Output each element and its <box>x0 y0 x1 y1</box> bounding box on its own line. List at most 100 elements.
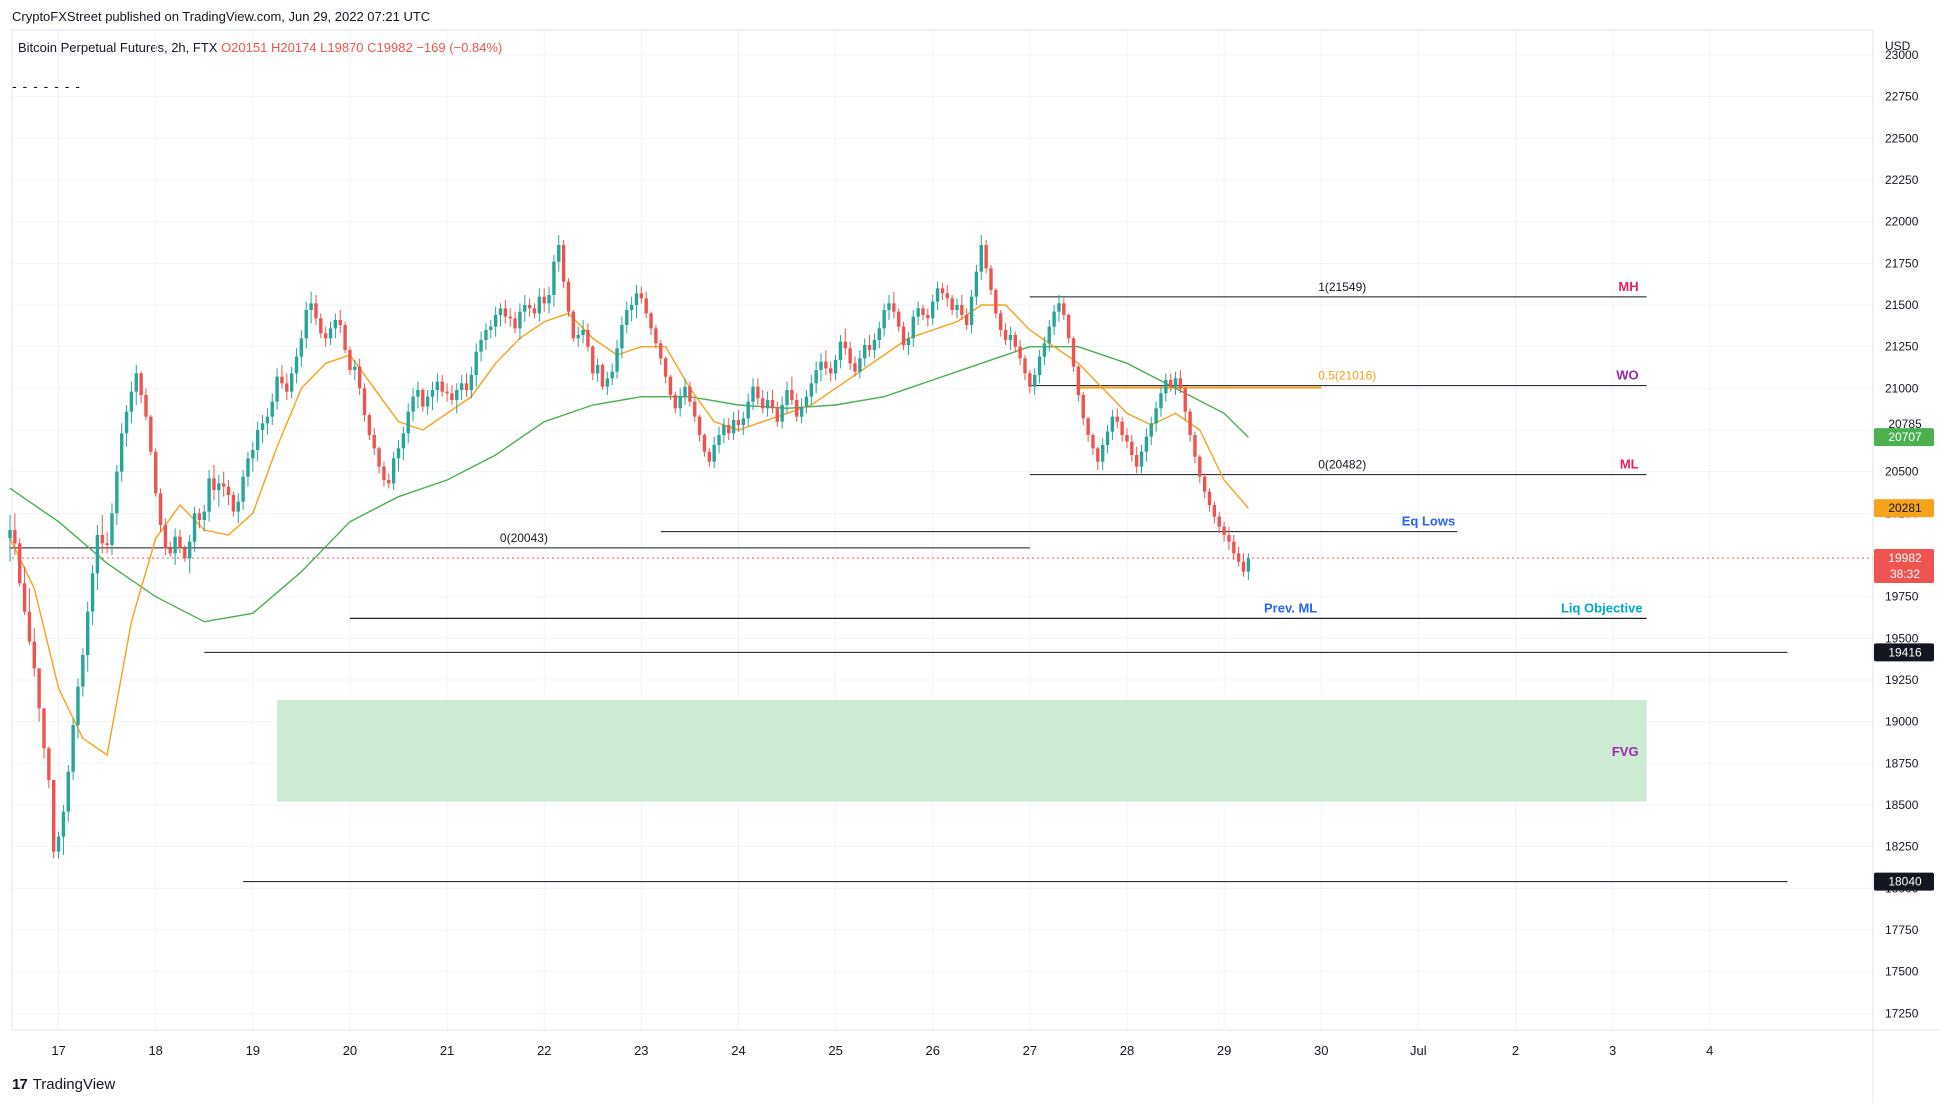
candle-body <box>251 450 255 459</box>
candle-body <box>1028 373 1032 387</box>
candle-body <box>139 373 143 395</box>
candle-body <box>455 390 459 400</box>
candle-body <box>853 363 857 372</box>
price-axis-label-value: 19416 <box>1888 645 1922 659</box>
y-tick-label: 21000 <box>1885 381 1919 395</box>
candle <box>1096 446 1100 470</box>
candle-body <box>1105 431 1110 445</box>
candle <box>1139 445 1144 474</box>
candle <box>1003 323 1008 345</box>
candle-body <box>620 325 624 349</box>
candle <box>829 361 833 382</box>
candle <box>654 325 658 349</box>
candle <box>1212 501 1217 524</box>
candle-body <box>678 396 682 409</box>
y-tick-label: 18250 <box>1885 840 1919 854</box>
candle <box>387 473 391 489</box>
candle <box>1193 431 1197 464</box>
candle-body <box>722 425 726 435</box>
x-tick-label: 2 <box>1512 1043 1519 1058</box>
candle-body <box>552 261 556 295</box>
candle-body <box>275 376 279 402</box>
grid-layer <box>11 29 1874 1031</box>
candle-body <box>183 548 187 559</box>
candle <box>795 393 799 422</box>
candle <box>362 383 367 422</box>
candle-body <box>542 296 546 304</box>
tradingview-logo-icon: 17 <box>12 1076 28 1093</box>
price-axis-label: 20707 <box>1874 428 1934 447</box>
candle <box>998 310 1003 337</box>
candle-body <box>484 330 488 340</box>
x-tick-label: 30 <box>1314 1043 1328 1058</box>
candle <box>552 255 556 307</box>
candle <box>178 530 182 554</box>
candle <box>61 805 66 855</box>
candle <box>134 365 138 405</box>
candle <box>722 418 726 444</box>
indicator-collapsed-dashes[interactable]: - - - - - - - <box>12 78 81 94</box>
tradingview-brand-text: TradingView <box>32 1076 116 1093</box>
x-tick-label: 28 <box>1120 1043 1134 1058</box>
candle <box>746 393 750 427</box>
candle <box>18 538 22 587</box>
candle-body <box>464 383 469 390</box>
candle-body <box>668 376 673 395</box>
candle-body <box>1232 541 1236 554</box>
candle-body <box>761 398 765 409</box>
candle <box>1202 473 1207 499</box>
ma-fast-line <box>9 304 1249 757</box>
candle <box>911 310 915 347</box>
candle <box>649 311 653 335</box>
candle <box>217 475 221 507</box>
x-tick-label: 4 <box>1706 1043 1713 1058</box>
y-tick-label: 19250 <box>1885 673 1919 687</box>
candle-body <box>56 836 61 852</box>
candle <box>464 373 469 397</box>
candle <box>605 371 610 395</box>
candle-body <box>459 383 464 390</box>
candle-body <box>192 513 197 542</box>
candle <box>819 353 823 382</box>
candle-body <box>450 393 454 400</box>
candle-body <box>163 525 168 549</box>
published-caption: CryptoFXStreet published on TradingView.… <box>12 9 431 24</box>
candle-body <box>440 381 444 392</box>
candle-body <box>663 358 668 377</box>
x-tick-label: 23 <box>634 1043 648 1058</box>
candle <box>979 235 983 280</box>
level-name-label: MH <box>1618 279 1638 294</box>
y-tick-label: 20500 <box>1885 465 1919 479</box>
candle <box>950 295 954 315</box>
tradingview-brand[interactable]: 17 TradingView <box>12 1076 115 1093</box>
candle <box>697 415 702 442</box>
candle <box>1236 546 1241 567</box>
candle <box>110 503 114 555</box>
candle <box>557 235 561 272</box>
candle-body <box>435 381 440 390</box>
candle-body <box>989 268 993 290</box>
candle <box>52 780 56 859</box>
price-axis-label-bg <box>1874 499 1934 518</box>
candle-body <box>897 311 901 327</box>
candle <box>377 446 381 474</box>
candle <box>1217 511 1221 534</box>
candle-body <box>90 573 95 612</box>
price-axis-label-bg <box>1874 643 1934 662</box>
ohlc-close: C19982 <box>367 40 413 55</box>
candle <box>1149 416 1153 445</box>
candle <box>1241 553 1246 577</box>
candle-body <box>391 458 396 484</box>
candle-body <box>848 348 852 364</box>
x-tick-label: 17 <box>51 1043 65 1058</box>
y-tick-label: 18750 <box>1885 756 1919 770</box>
candle-body <box>493 315 498 327</box>
candle-body <box>537 296 542 314</box>
candle <box>202 505 206 532</box>
candle-body <box>1086 418 1090 435</box>
candle-body <box>1047 326 1051 344</box>
candle <box>1154 401 1158 432</box>
candle <box>319 313 323 339</box>
candle-body <box>71 725 75 772</box>
